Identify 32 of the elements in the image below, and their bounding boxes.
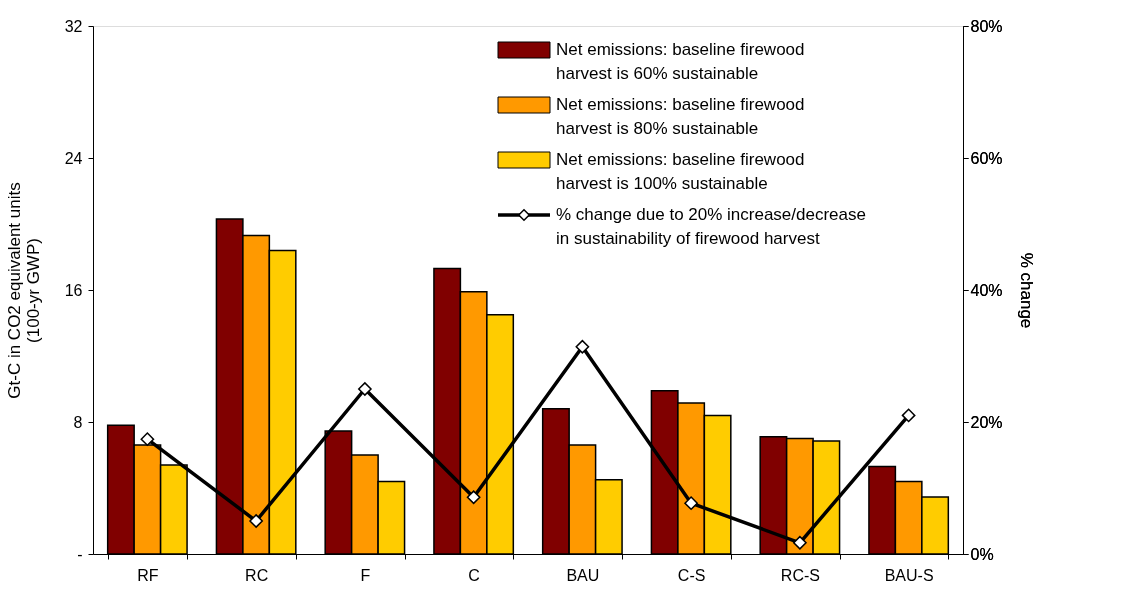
x-tick-label: RF [137,566,159,584]
y2-tick-label: 20% [970,413,1003,431]
y-tick-label: - [77,545,83,563]
point [358,382,372,396]
point [575,339,590,354]
legend-label: % change due to 20% increase/decrease in sustainability of firewood harvest [556,205,866,248]
point [140,432,155,447]
x-tick-label: BAU [566,566,600,584]
point [466,490,481,505]
y-tick-label: 8 [73,413,83,431]
x-tick-label: RC [245,566,269,584]
y2-tick-label: 60% [970,149,1003,167]
y-tick-label: 16 [64,281,83,299]
legend-label: Net emissions: baseline firewood harvest is 100% sustainable [556,150,805,193]
y2-axis-title: % change [1016,252,1036,329]
x-tick-label: C [468,566,480,584]
y2-tick-label: 40% [970,281,1003,299]
y-axis-title: Gt-C in CO2 equivalent units (100-yr GWP) [4,182,43,399]
y-tick-label: 24 [64,149,83,167]
x-tick-label: F [360,566,371,584]
point [249,514,263,528]
legend-label: Net emissions: baseline firewood harvest is 80% sustainable [556,95,805,138]
y2-tick-label: 0% [970,545,994,563]
y2-tick-label: 80% [970,17,1003,35]
point [793,535,807,550]
point [901,408,916,423]
x-tick-label: RC-S [780,566,820,584]
legend-label: Net emissions: baseline firewood harvest is 60% sustainable [556,40,805,83]
x-tick-label: BAU-S [884,566,934,584]
y-tick-label: 32 [64,17,83,35]
x-tick-label: C-S [677,566,706,584]
point [684,496,698,511]
